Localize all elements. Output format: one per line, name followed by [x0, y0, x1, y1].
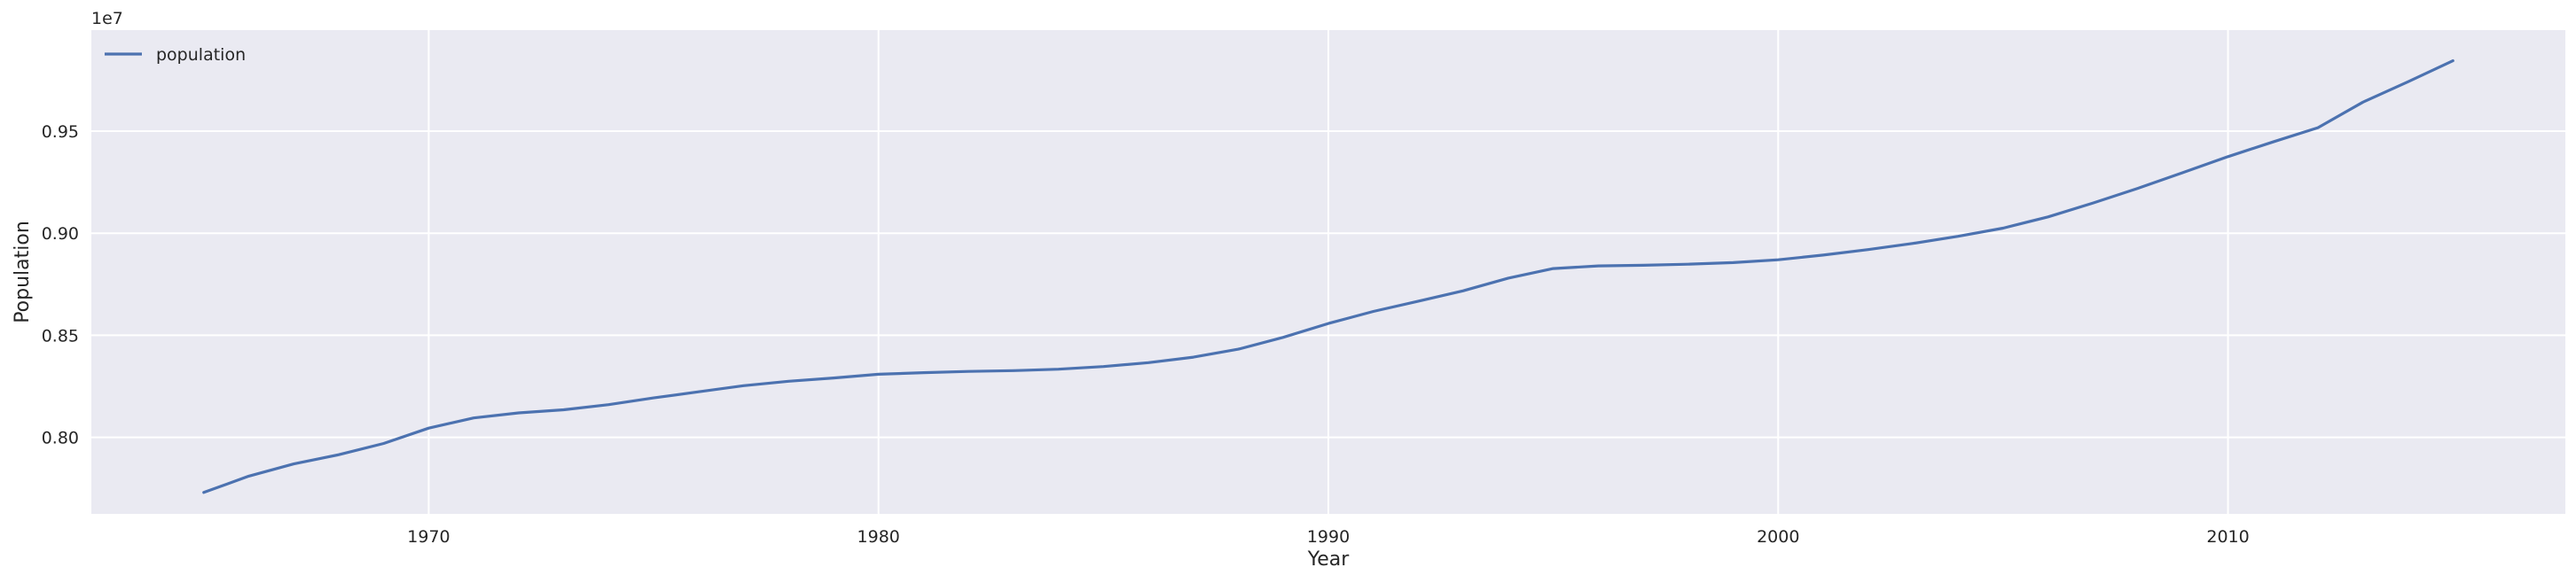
x-tick-labels: 1970 1980 1990 2000 2010 — [407, 527, 2249, 547]
y-gridlines — [91, 130, 2565, 439]
x-tick-label: 1990 — [1307, 527, 1350, 547]
y-offset-label: 1e7 — [91, 9, 123, 28]
legend-label-population: population — [156, 45, 246, 65]
x-axis-label: Year — [1307, 548, 1351, 571]
legend: population — [105, 45, 246, 65]
y-tick-label: 0.90 — [42, 224, 79, 244]
series-layer — [202, 59, 2455, 494]
y-tick-label: 0.85 — [42, 326, 79, 346]
y-tick-labels: 0.80 0.85 0.90 0.95 — [42, 122, 79, 448]
x-tick-label: 1980 — [857, 527, 900, 547]
series-line-population — [202, 59, 2455, 494]
y-tick-label: 0.95 — [42, 122, 79, 142]
x-gridlines — [427, 30, 2229, 514]
y-tick-label: 0.80 — [42, 429, 79, 448]
x-tick-label: 2010 — [2206, 527, 2249, 547]
x-tick-label: 2000 — [1757, 527, 1799, 547]
y-axis-label: Population — [12, 221, 34, 323]
x-tick-label: 1970 — [407, 527, 450, 547]
